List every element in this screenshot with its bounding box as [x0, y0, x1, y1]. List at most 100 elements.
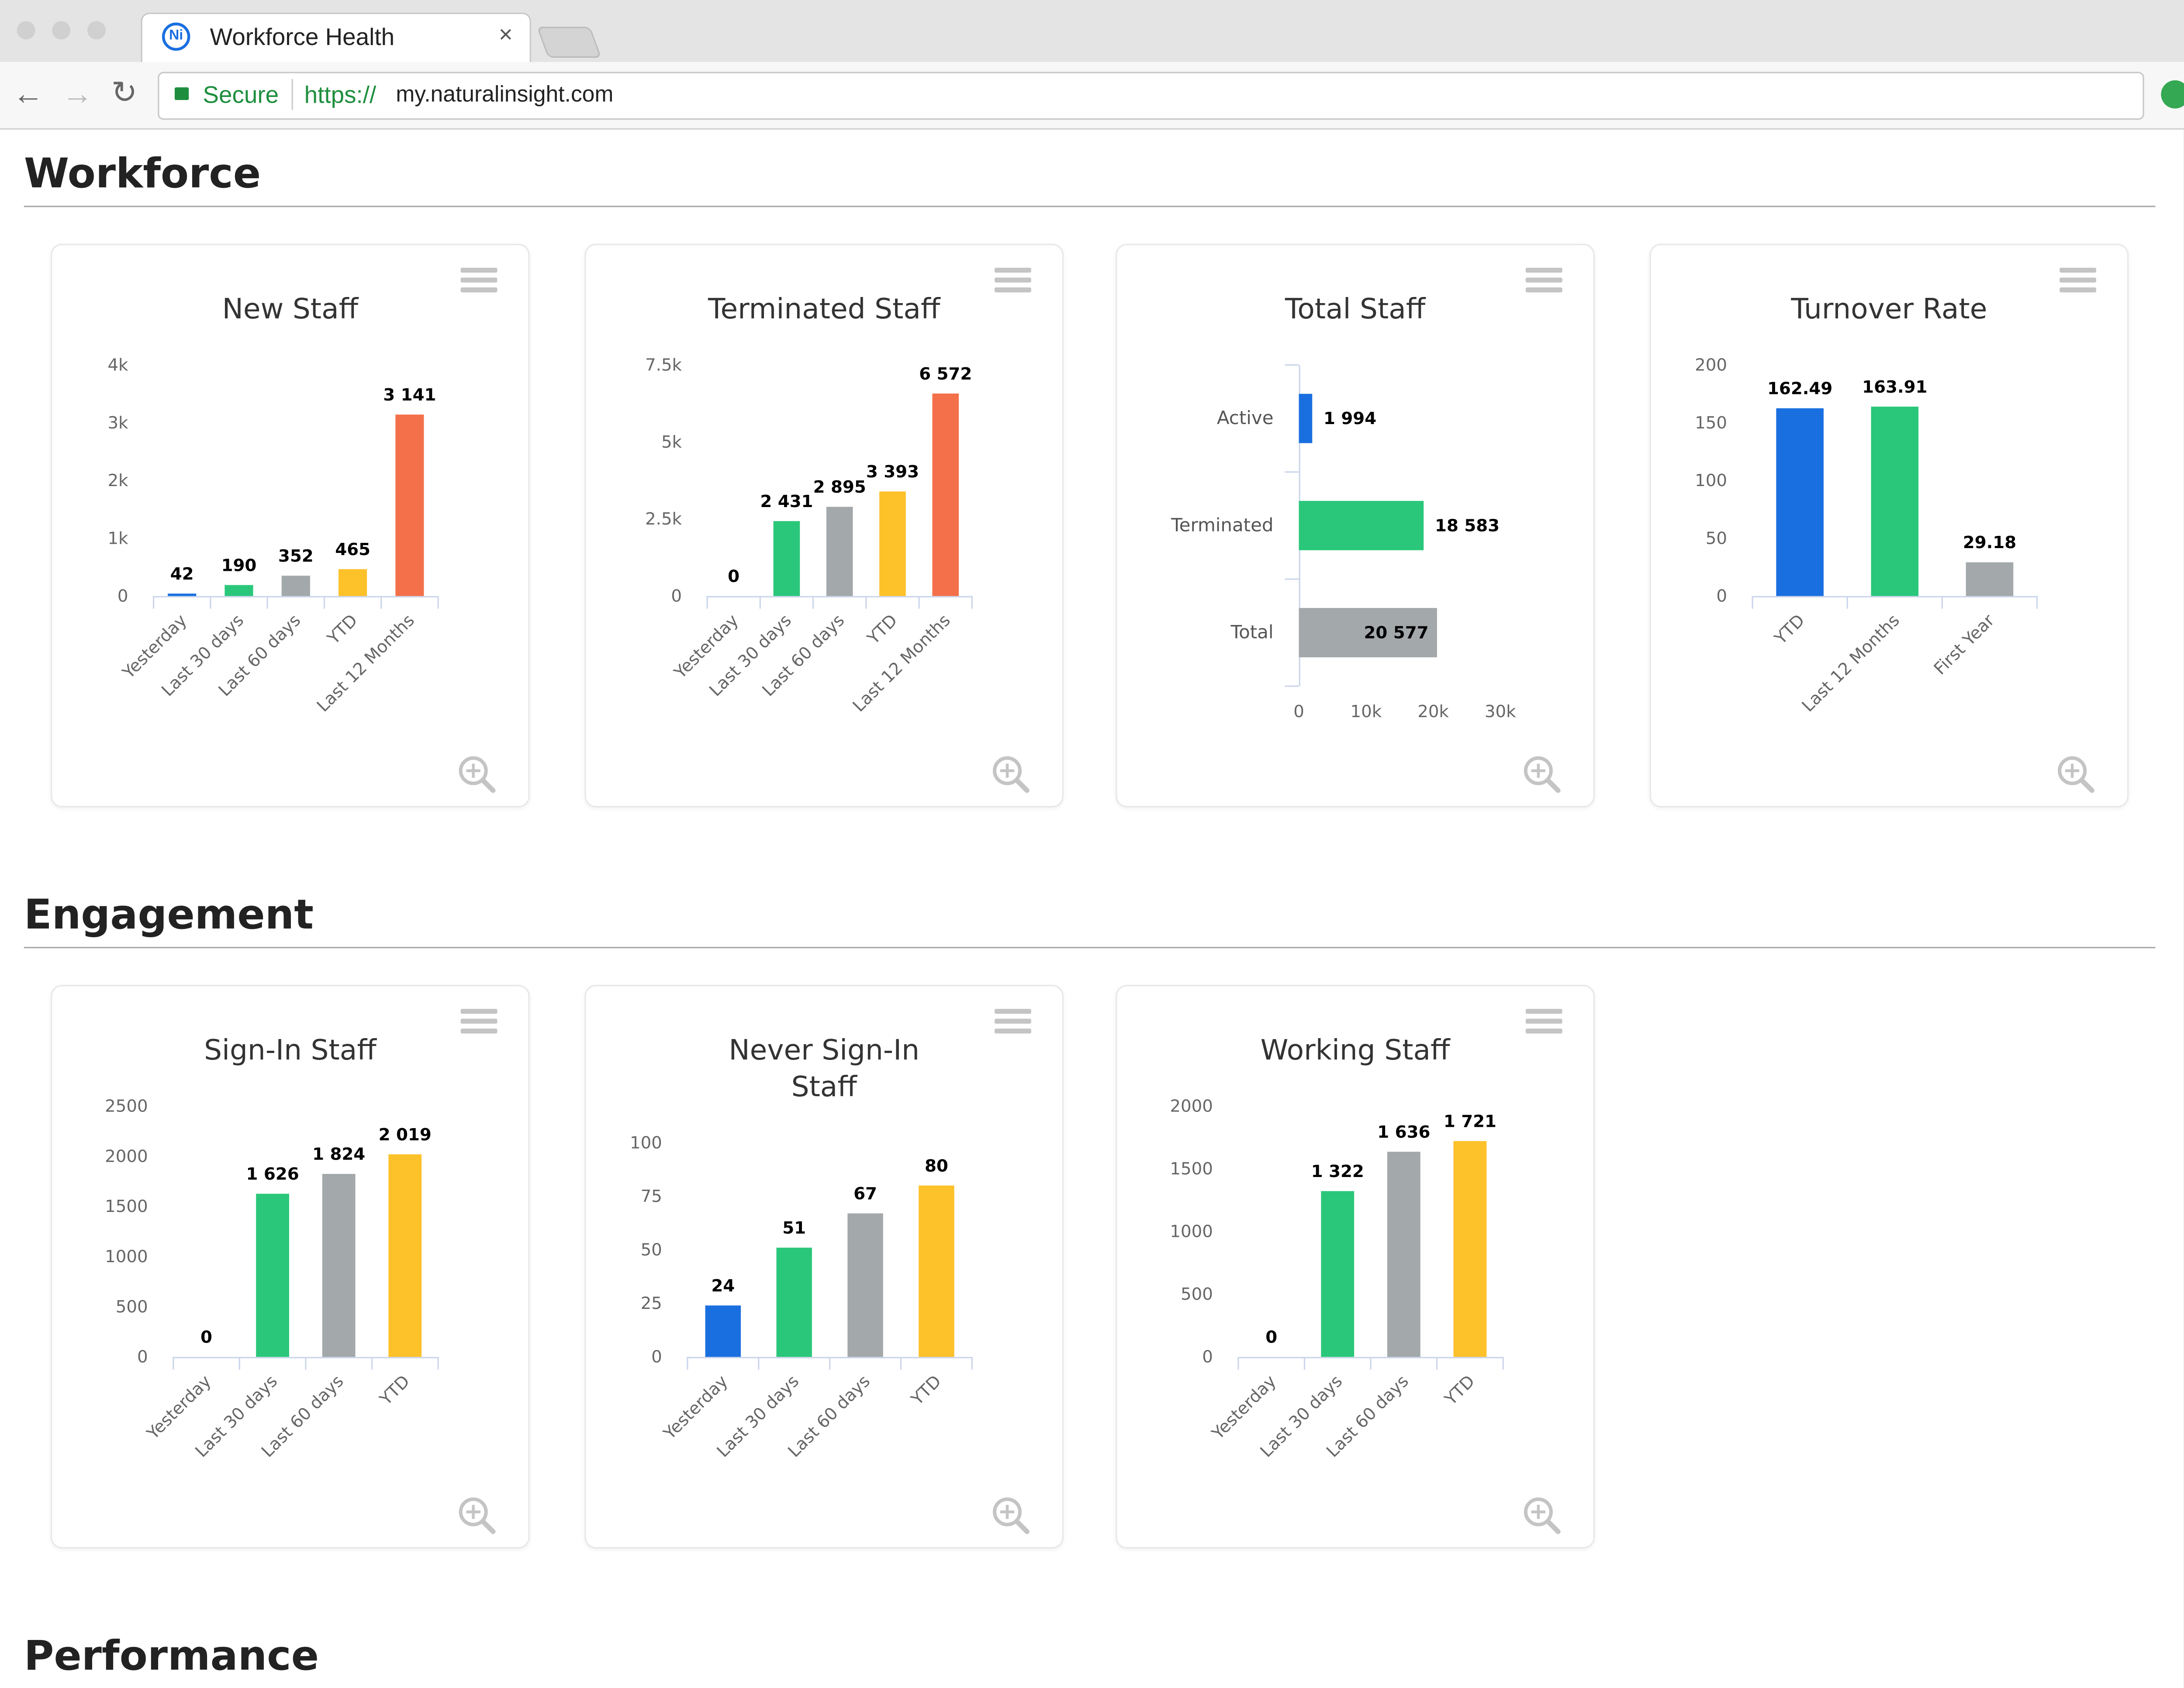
y-tick-label: 7.5k [645, 355, 682, 375]
bar [322, 1174, 356, 1357]
x-tick-label: YTD [376, 1371, 414, 1409]
zoom-icon[interactable] [1531, 1505, 1545, 1519]
menu-icon[interactable] [994, 277, 1031, 283]
zoom-icon[interactable] [1545, 778, 1561, 793]
menu-icon[interactable] [460, 287, 498, 293]
menu-icon[interactable] [460, 267, 498, 273]
menu-icon[interactable] [994, 1029, 1031, 1034]
y-tick-label: 2.5k [645, 509, 682, 529]
zoom-icon[interactable] [1014, 778, 1030, 793]
zoom-icon[interactable] [1000, 763, 1015, 778]
zoom-icon[interactable] [466, 1505, 480, 1519]
zoom-icon[interactable] [1000, 1505, 1015, 1519]
x-tick-label: 30k [1485, 702, 1516, 721]
reload-button[interactable]: ↻ [111, 74, 138, 110]
zoom-icon[interactable] [1545, 1519, 1561, 1534]
secure-label: Secure [203, 82, 279, 109]
bar [932, 394, 959, 596]
menu-icon[interactable] [1525, 1029, 1562, 1034]
zoom-icon[interactable] [992, 756, 1022, 785]
zoom-icon[interactable] [2080, 778, 2094, 793]
forward-button[interactable]: → [62, 76, 93, 111]
y-tick-label: 5k [661, 432, 682, 452]
zoom-icon[interactable] [459, 756, 488, 785]
bar [338, 569, 367, 596]
extension-icon[interactable] [2161, 80, 2184, 109]
chart-card: Never Sign-In Staff 0 25 50 75 100 24 Yesterday… [584, 985, 1064, 1549]
menu-icon[interactable] [1525, 277, 1562, 283]
bar [1776, 408, 1824, 596]
chart-title: Terminated Staff [708, 291, 940, 326]
zoom-icon[interactable] [466, 763, 480, 778]
value-label: 67 [854, 1184, 877, 1204]
bar [225, 585, 253, 596]
value-label: 51 [782, 1218, 806, 1238]
menu-icon[interactable] [460, 1008, 498, 1014]
tab[interactable] [141, 13, 531, 65]
value-label: 1 824 [312, 1145, 365, 1164]
zoom-icon[interactable] [1531, 763, 1545, 778]
menu-icon[interactable] [994, 287, 1031, 293]
chart-card: New Staff 0 1k 2k 3k 4k 42 Yesterday 190 Last 30 … [51, 244, 530, 808]
menu-icon[interactable] [460, 1029, 498, 1034]
zoom-icon[interactable] [480, 778, 496, 793]
zoom-icon[interactable] [480, 1519, 496, 1534]
section-rule [24, 947, 2156, 949]
x-tick-label: Yesterday [143, 1371, 215, 1443]
menu-icon[interactable] [994, 1008, 1031, 1014]
zoom-icon[interactable] [992, 1497, 1022, 1526]
value-label: 465 [335, 540, 370, 559]
zoom-icon[interactable] [1524, 1497, 1553, 1526]
value-label: 1 721 [1444, 1112, 1496, 1131]
lock-icon [174, 87, 189, 100]
window-button[interactable] [17, 21, 35, 40]
bar [776, 1247, 812, 1357]
menu-icon[interactable] [2060, 287, 2096, 293]
menu-icon[interactable] [1525, 1018, 1562, 1024]
category-label: Terminated [1171, 514, 1273, 535]
y-tick-label: 4k [107, 355, 128, 375]
address-bar[interactable] [158, 72, 2144, 120]
url-host: my.naturalinsight.com [396, 83, 614, 107]
chart-title: Sign-In Staff [204, 1032, 377, 1067]
close-tab[interactable]: × [498, 21, 513, 48]
x-tick-label: Yesterday [660, 1371, 732, 1443]
chart-title: Working Staff [1260, 1032, 1450, 1067]
y-tick-label: 50 [1706, 528, 1727, 548]
menu-icon[interactable] [460, 1018, 498, 1024]
section-heading: Performance [24, 1631, 319, 1680]
y-tick-label: 2000 [1170, 1096, 1213, 1116]
x-tick-label: YTD [1441, 1371, 1479, 1409]
bar [168, 594, 197, 596]
menu-icon[interactable] [2060, 277, 2096, 283]
zoom-icon[interactable] [2065, 763, 2080, 778]
tab-title: Workforce Health [210, 24, 395, 51]
x-tick-label: 20k [1417, 702, 1449, 721]
menu-icon[interactable] [1525, 1008, 1562, 1014]
bar [388, 1154, 422, 1357]
menu-icon[interactable] [994, 1018, 1031, 1024]
window-button[interactable] [87, 21, 106, 40]
menu-icon[interactable] [2060, 267, 2096, 273]
zoom-icon[interactable] [1524, 756, 1553, 785]
menu-icon[interactable] [460, 277, 498, 283]
menu-icon[interactable] [1525, 287, 1562, 293]
value-label: 1 636 [1377, 1122, 1430, 1142]
y-tick-label: 200 [1695, 355, 1727, 375]
window-button[interactable] [52, 21, 71, 40]
back-button[interactable]: ← [13, 76, 44, 111]
zoom-icon[interactable] [2058, 756, 2087, 785]
y-tick-label: 3k [107, 413, 128, 433]
menu-icon[interactable] [994, 267, 1031, 273]
zoom-icon[interactable] [1014, 1519, 1030, 1534]
menu-icon[interactable] [1525, 267, 1562, 273]
value-label: 42 [170, 564, 194, 584]
bar [1871, 407, 1919, 596]
url-scheme: https:// [304, 82, 377, 109]
value-label: 6 572 [919, 364, 972, 384]
zoom-icon[interactable] [459, 1497, 488, 1526]
bar [395, 414, 424, 596]
y-tick-label: 1000 [105, 1247, 148, 1267]
